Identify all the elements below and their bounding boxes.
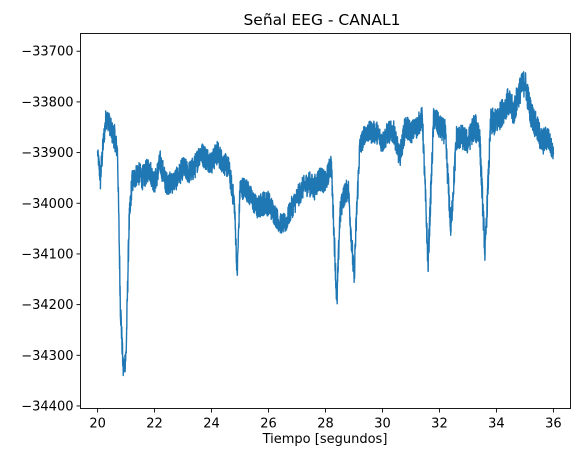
- y-tick-label: −34100: [21, 247, 73, 262]
- plot-area: [80, 33, 571, 409]
- y-tick-label: −33800: [21, 95, 73, 110]
- x-tick-label: 32: [431, 417, 448, 432]
- x-tick-label: 30: [374, 417, 391, 432]
- x-tick-label: 22: [146, 417, 163, 432]
- x-tick-label: 20: [89, 417, 106, 432]
- eeg-signal-line: [96, 71, 555, 377]
- chart-title: Señal EEG - CANAL1: [243, 11, 400, 29]
- x-tick-label: 24: [203, 417, 220, 432]
- y-tick-label: −33700: [21, 45, 73, 60]
- y-tick-label: −34000: [21, 197, 73, 212]
- plot-frame: [80, 33, 571, 409]
- x-tick-label: 28: [317, 417, 334, 432]
- y-tick-label: −33900: [21, 146, 73, 161]
- series-layer: [96, 71, 555, 377]
- y-tick-label: −34300: [21, 349, 73, 364]
- x-tick-label: 34: [488, 417, 505, 432]
- y-axis: −34400 −34300 −34200 −34100 −34000 −33900 −338…: [21, 45, 81, 414]
- x-tick-label: 26: [260, 417, 277, 432]
- x-axis-label: Tiempo [segundos]: [262, 432, 388, 447]
- y-tick-label: −34200: [21, 298, 73, 313]
- x-tick-label: 36: [545, 417, 562, 432]
- x-axis: 20 22 24 26 28 30 32 34 36: [89, 408, 562, 432]
- y-tick-label: −34400: [21, 399, 73, 414]
